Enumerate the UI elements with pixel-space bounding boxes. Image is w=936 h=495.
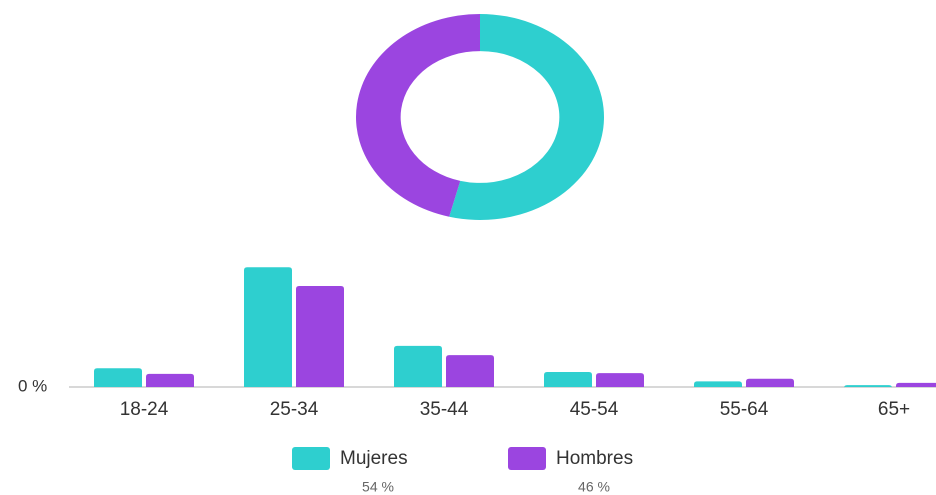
bar xyxy=(746,378,794,387)
x-tick-label: 18-24 xyxy=(120,399,169,420)
x-tick-label: 45-54 xyxy=(570,399,619,420)
bar xyxy=(596,373,644,387)
donut-slice xyxy=(355,14,480,217)
bar xyxy=(694,381,742,387)
x-tick-label: 35-44 xyxy=(420,399,469,420)
x-tick-label: 55-64 xyxy=(720,399,769,420)
legend-label: Hombres xyxy=(556,448,633,469)
bar xyxy=(446,355,494,387)
legend-label: Mujeres xyxy=(340,448,408,469)
legend-percent: 54 % xyxy=(362,479,394,495)
bar xyxy=(844,385,892,389)
x-tick-label: 65+ xyxy=(878,399,910,420)
legend-swatch xyxy=(508,447,546,470)
donut-slice xyxy=(449,14,604,220)
bar xyxy=(544,372,592,387)
legend-swatch xyxy=(292,447,330,470)
bar xyxy=(896,382,936,387)
bar xyxy=(296,285,344,387)
bar xyxy=(94,368,142,387)
x-tick-label: 25-34 xyxy=(270,399,319,420)
bar xyxy=(146,373,194,387)
bar xyxy=(394,345,442,387)
legend-percent: 46 % xyxy=(578,479,610,495)
y-tick-label: 0 % xyxy=(18,376,47,395)
bar xyxy=(244,267,292,387)
